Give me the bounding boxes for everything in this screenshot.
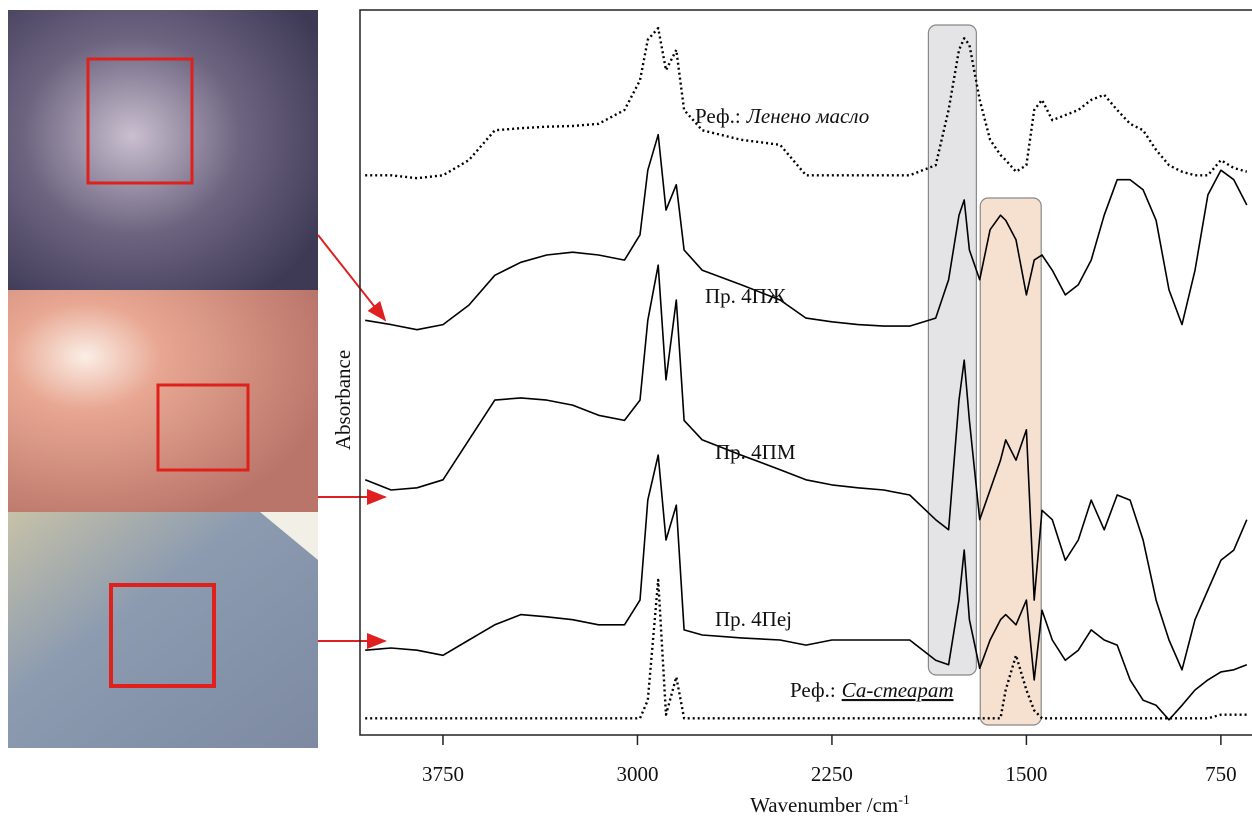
x-tick-label: 750: [1205, 762, 1237, 786]
spectrum-label-name: Пр. 4Пеj: [715, 607, 792, 631]
spectrum-label-name: Реф.:: [790, 678, 836, 702]
figure: Absorbance Wavenumber /cm-1 3750 3000 2250…: [0, 0, 1252, 820]
photos: [8, 10, 385, 748]
spectrum-label-name: Реф.:: [695, 104, 741, 128]
x-tick-label: 1500: [1005, 762, 1047, 786]
spectrum: [365, 135, 1247, 330]
spectrum-label: Реф.:Са-стеарат: [790, 678, 954, 702]
spectrum-label-name: Пр. 4ПМ: [715, 440, 796, 464]
spectrum: [365, 265, 1247, 670]
x-axis-label: Wavenumber /cm-1: [750, 793, 910, 817]
photo: [8, 290, 318, 512]
x-tick-label: 3000: [616, 762, 658, 786]
x-tick-label: 2250: [811, 762, 853, 786]
y-axis-label: Absorbance: [331, 350, 355, 450]
highlight-band: [928, 25, 976, 675]
photo: [8, 512, 318, 748]
spectrum-label: Пр. 4ПЖ: [705, 284, 786, 308]
spectrum-label-italic: Са-стеарат: [842, 678, 954, 702]
spectrum-label: Пр. 4Пеj: [715, 607, 792, 631]
x-tick-label: 3750: [422, 762, 464, 786]
highlight-band: [980, 198, 1041, 725]
spectrum-label: Пр. 4ПМ: [715, 440, 796, 464]
x-axis-label-sup: -1: [898, 793, 910, 808]
x-axis-label-text: Wavenumber /cm: [750, 793, 898, 817]
spectrum-label: Реф.:Ленено масло: [695, 104, 869, 128]
spectrum-label-italic: Ленено масло: [746, 104, 870, 128]
spectrum-label-name: Пр. 4ПЖ: [705, 284, 786, 308]
arrow: [318, 235, 385, 320]
photo: [8, 10, 318, 290]
